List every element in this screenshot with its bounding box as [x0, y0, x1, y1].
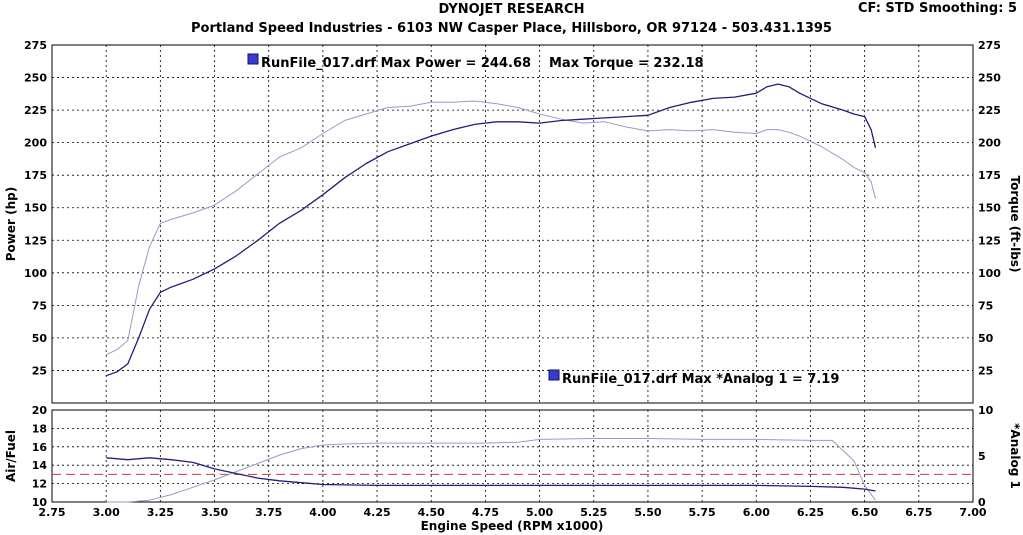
- legend-swatch-icon: [548, 369, 560, 381]
- power-tick-label: 75: [32, 299, 47, 312]
- power-curve: [105, 83, 877, 377]
- lower-plot-frame: [51, 409, 974, 503]
- x-tick-label: 4.50: [418, 506, 445, 519]
- rpm-axis-ticks: 2.75 3.00 3.25 3.50 3.75 4.00 4.25 4.50 4.75 5.00…: [38, 506, 986, 519]
- analog-annotation: RunFile_017.drf Max *Analog 1 = 7.19: [548, 369, 839, 387]
- torque-tick-label: 25: [978, 364, 993, 377]
- power-tick-label: 25: [32, 364, 47, 377]
- settings-readout: CF: STD Smoothing: 5: [857, 1, 1017, 16]
- torque-axis-label: Torque (ft-lbs): [1008, 176, 1022, 273]
- torque-axis-ticks: 25 50 75 100 125 150 175 200 225 250 275: [978, 39, 1001, 377]
- upper-series: [105, 83, 877, 377]
- power-tick-label: 125: [24, 234, 47, 247]
- afr-axis-label: Air/Fuel: [4, 430, 18, 482]
- afr-tick-label: 14: [32, 459, 48, 472]
- max-power-annotation: RunFile_017.drf Max Power = 244.68: [261, 56, 531, 71]
- torque-tick-label: 50: [978, 332, 994, 345]
- power-tick-label: 250: [24, 72, 47, 85]
- power-tick-label: 50: [32, 332, 48, 345]
- upper-plot-frame: [51, 44, 974, 404]
- afr-tick-label: 10: [32, 496, 48, 509]
- torque-tick-label: 125: [978, 234, 1001, 247]
- x-tick-label: 5.25: [580, 506, 607, 519]
- upper-panel: 25 50 75 100 125 150 175 200 225 250 275 25 50 75 100…: [4, 39, 1022, 404]
- torque-tick-label: 275: [978, 39, 1001, 52]
- afr-tick-label: 12: [32, 478, 47, 491]
- torque-tick-label: 200: [978, 137, 1001, 150]
- analog-tick-label: 5: [978, 450, 986, 463]
- x-tick-label: 3.50: [201, 506, 228, 519]
- max-torque-annotation: Max Torque = 232.18: [549, 56, 704, 71]
- x-tick-label: 5.50: [634, 506, 661, 519]
- afr-tick-label: 18: [32, 422, 47, 435]
- power-tick-label: 275: [24, 39, 47, 52]
- power-axis-label: Power (hp): [4, 187, 18, 261]
- torque-curve: [105, 100, 876, 356]
- power-tick-label: 100: [24, 267, 47, 280]
- rpm-axis-label: Engine Speed (RPM x1000): [421, 519, 604, 533]
- torque-tick-label: 75: [978, 299, 993, 312]
- afr-tick-label: 20: [32, 404, 48, 417]
- power-annotation: RunFile_017.drf Max Power = 244.68: [247, 53, 531, 71]
- x-tick-label: 6.75: [905, 506, 932, 519]
- torque-tick-label: 250: [978, 72, 1001, 85]
- power-tick-label: 200: [24, 137, 47, 150]
- x-tick-label: 6.00: [743, 506, 770, 519]
- x-tick-label: 6.25: [797, 506, 824, 519]
- afr-tick-label: 16: [32, 441, 48, 454]
- torque-tick-label: 175: [978, 169, 1001, 182]
- x-tick-label: 3.00: [93, 506, 120, 519]
- chart-title: DYNOJET RESEARCH: [438, 2, 585, 17]
- x-tick-label: 5.75: [689, 506, 716, 519]
- power-axis-ticks: 25 50 75 100 125 150 175 200 225 250 275: [24, 39, 47, 377]
- x-tick-label: 4.00: [309, 506, 336, 519]
- x-tick-label: 4.25: [363, 506, 390, 519]
- torque-tick-label: 225: [978, 104, 1001, 117]
- x-tick-label: 5.00: [526, 506, 553, 519]
- torque-tick-label: 150: [978, 202, 1001, 215]
- x-tick-label: 4.75: [472, 506, 499, 519]
- x-tick-label: 6.50: [851, 506, 878, 519]
- x-tick-label: 7.00: [959, 506, 986, 519]
- analog-tick-label: 10: [978, 404, 994, 417]
- analog-axis-label: *Analog 1: [1008, 423, 1022, 489]
- x-tick-label: 3.75: [255, 506, 282, 519]
- chart-subtitle: Portland Speed Industries - 6103 NW Casp…: [191, 21, 832, 36]
- analog-tick-label: 0: [978, 496, 986, 509]
- max-analog-annotation: RunFile_017.drf Max *Analog 1 = 7.19: [562, 372, 839, 387]
- legend-swatch-icon: [247, 53, 259, 65]
- power-tick-label: 175: [24, 169, 47, 182]
- torque-tick-label: 100: [978, 267, 1001, 280]
- lower-series: [106, 438, 876, 503]
- analog-curve: [106, 438, 876, 503]
- lower-gridlines: [52, 410, 973, 502]
- lower-panel: 10 12 14 16 18 20 0 5 10 2.75 3.00 3.25 3.50 3.75 4.…: [4, 369, 1022, 533]
- power-tick-label: 150: [24, 202, 47, 215]
- afr-axis-ticks: 10 12 14 16 18 20: [32, 404, 48, 509]
- afr-curve: [106, 457, 876, 492]
- x-tick-label: 2.75: [38, 506, 65, 519]
- power-tick-label: 225: [24, 104, 47, 117]
- analog-axis-ticks: 0 5 10: [978, 404, 994, 509]
- x-tick-label: 3.25: [147, 506, 174, 519]
- upper-gridlines: [52, 45, 973, 403]
